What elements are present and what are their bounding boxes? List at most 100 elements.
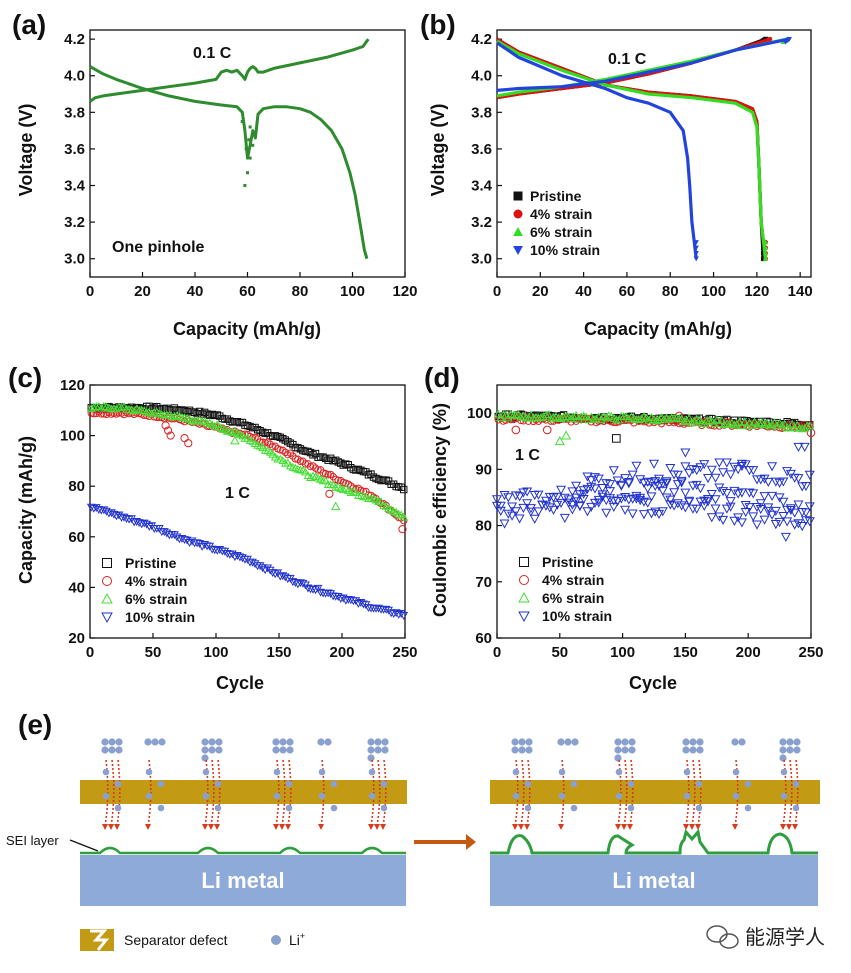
li-ion: [157, 804, 165, 812]
panel-a-point: [240, 119, 244, 123]
panel-c-outlier: [180, 434, 189, 443]
panel-c-2-point: [129, 406, 139, 415]
ion-path-arrow: [617, 759, 622, 827]
li-ion: [614, 746, 622, 754]
panel-d-3-point: [556, 485, 567, 495]
ion-arrowhead: [214, 824, 220, 830]
li-ion: [144, 738, 152, 746]
separator-left: [80, 780, 407, 804]
panel-c-0-point: [321, 454, 330, 463]
panel-c-0-point: [195, 407, 204, 416]
panel-d-3-point: [725, 470, 736, 480]
li-ion: [792, 780, 800, 788]
legend-b-10pct: 10% strain: [530, 242, 600, 258]
panel-a-point: [248, 125, 252, 129]
li-ion: [285, 780, 293, 788]
panel-d-legend-marker-2: [518, 592, 530, 603]
panel-d-2-point: [576, 412, 586, 421]
panel-d-3-point: [631, 494, 642, 504]
panel-b-legend-marker-1: [513, 209, 523, 219]
panel-d-3-point: [751, 503, 763, 513]
panel-a-rate-label: 0.1 C: [193, 45, 232, 62]
panel-c-3-point: [391, 609, 401, 618]
li-ion: [286, 746, 294, 754]
panel-b-ytick-label: 3.4: [471, 178, 493, 195]
panel-c-0-point: [266, 432, 274, 440]
ion-arrowhead: [689, 824, 695, 830]
panel-d-3-point: [736, 518, 747, 528]
li-ion: [511, 746, 519, 754]
panel-d-3-point: [710, 495, 721, 505]
li-ion: [208, 746, 216, 754]
panel-d-3-point: [759, 474, 770, 484]
panel-d-3-point: [740, 508, 751, 518]
panel-c-0-point: [374, 475, 383, 484]
panel-d-2-point: [767, 420, 777, 429]
panel-d-3-point: [638, 510, 649, 520]
panel-d-1-extra: [511, 425, 521, 435]
panel-d-2-point: [687, 418, 697, 427]
li-ion: [628, 746, 636, 754]
ions-right: [511, 738, 801, 830]
panel-b-2-marker: [762, 256, 769, 261]
panel-d-2-point: [724, 419, 734, 428]
panel-d-3-point: [627, 470, 638, 480]
panel-b-2-marker: [762, 245, 769, 250]
legend-c-4pct: 4% strain: [125, 573, 187, 589]
legend-c-10pct: 10% strain: [125, 609, 195, 625]
panel-d-2-point: [493, 409, 503, 418]
panel-d-3-point: [672, 499, 683, 509]
panel-c-3-point: [303, 584, 313, 593]
li-ion: [286, 738, 294, 746]
panel-b-xtick-label: 40: [575, 283, 592, 300]
panel-d-3-point: [793, 519, 804, 529]
panel-d-2-point: [772, 421, 782, 430]
li-ion: [380, 780, 388, 788]
panel-d-2-point: [526, 410, 536, 419]
panel-d-ytick-label: 100: [467, 405, 492, 422]
li-ion: [558, 792, 566, 800]
panel-a-ytick-label: 3.6: [64, 141, 85, 158]
panel-b-xtick-label: 100: [701, 283, 726, 300]
panel-d-3-point: [729, 462, 740, 472]
li-ion: [272, 738, 280, 746]
panel-b-xtick-label: 140: [788, 283, 813, 300]
li-ion: [524, 804, 532, 812]
panel-d-3-point: [631, 461, 642, 471]
panel-d-2-point: [790, 422, 800, 431]
panel-d-2-point: [785, 423, 795, 432]
panel-c-0-point: [377, 476, 385, 485]
panel-d-3-point: [623, 479, 634, 489]
panel-d-2-extra: [561, 430, 572, 440]
panel-c-3-point: [172, 533, 182, 542]
panel-d-3-point: [578, 495, 589, 505]
panel-d-3-extra: [680, 448, 691, 458]
panel-c-3-point: [142, 520, 152, 529]
panel-d-3-point: [586, 502, 597, 512]
panel-c-ytick-label: 120: [60, 377, 85, 394]
panel-d-2-point: [659, 414, 669, 423]
panel-d-2-point: [664, 414, 674, 423]
panel-a-ytick-label: 3.0: [64, 251, 85, 268]
li-ion: [792, 804, 800, 812]
panel-d-3-point: [714, 512, 725, 522]
panel-d-3-point: [620, 492, 631, 503]
panel-b-legend-marker-2: [513, 227, 523, 237]
li-ion: [793, 746, 801, 754]
panel-b-letter: (b): [420, 9, 456, 40]
panel-c-2-point: [394, 509, 404, 518]
panel-d-legend: Pristine 4% strain 6% strain 10% strain: [542, 554, 612, 624]
panel-d-2-point: [742, 421, 752, 430]
li-ion: [732, 768, 740, 776]
li-ion: [115, 738, 123, 746]
li-ion: [627, 804, 635, 812]
panel-d-xtick-label: 250: [798, 644, 823, 661]
panel-d-3-point: [514, 492, 525, 502]
panel-d-3-point: [718, 487, 729, 497]
ion-arrowhead: [695, 824, 701, 830]
panel-c-xtick-label: 100: [203, 644, 228, 661]
panel-c-xtick-label: 200: [329, 644, 354, 661]
panel-d-2-point: [529, 413, 538, 422]
panel-d-3-point: [782, 517, 793, 527]
ion-path-arrow: [287, 759, 292, 827]
